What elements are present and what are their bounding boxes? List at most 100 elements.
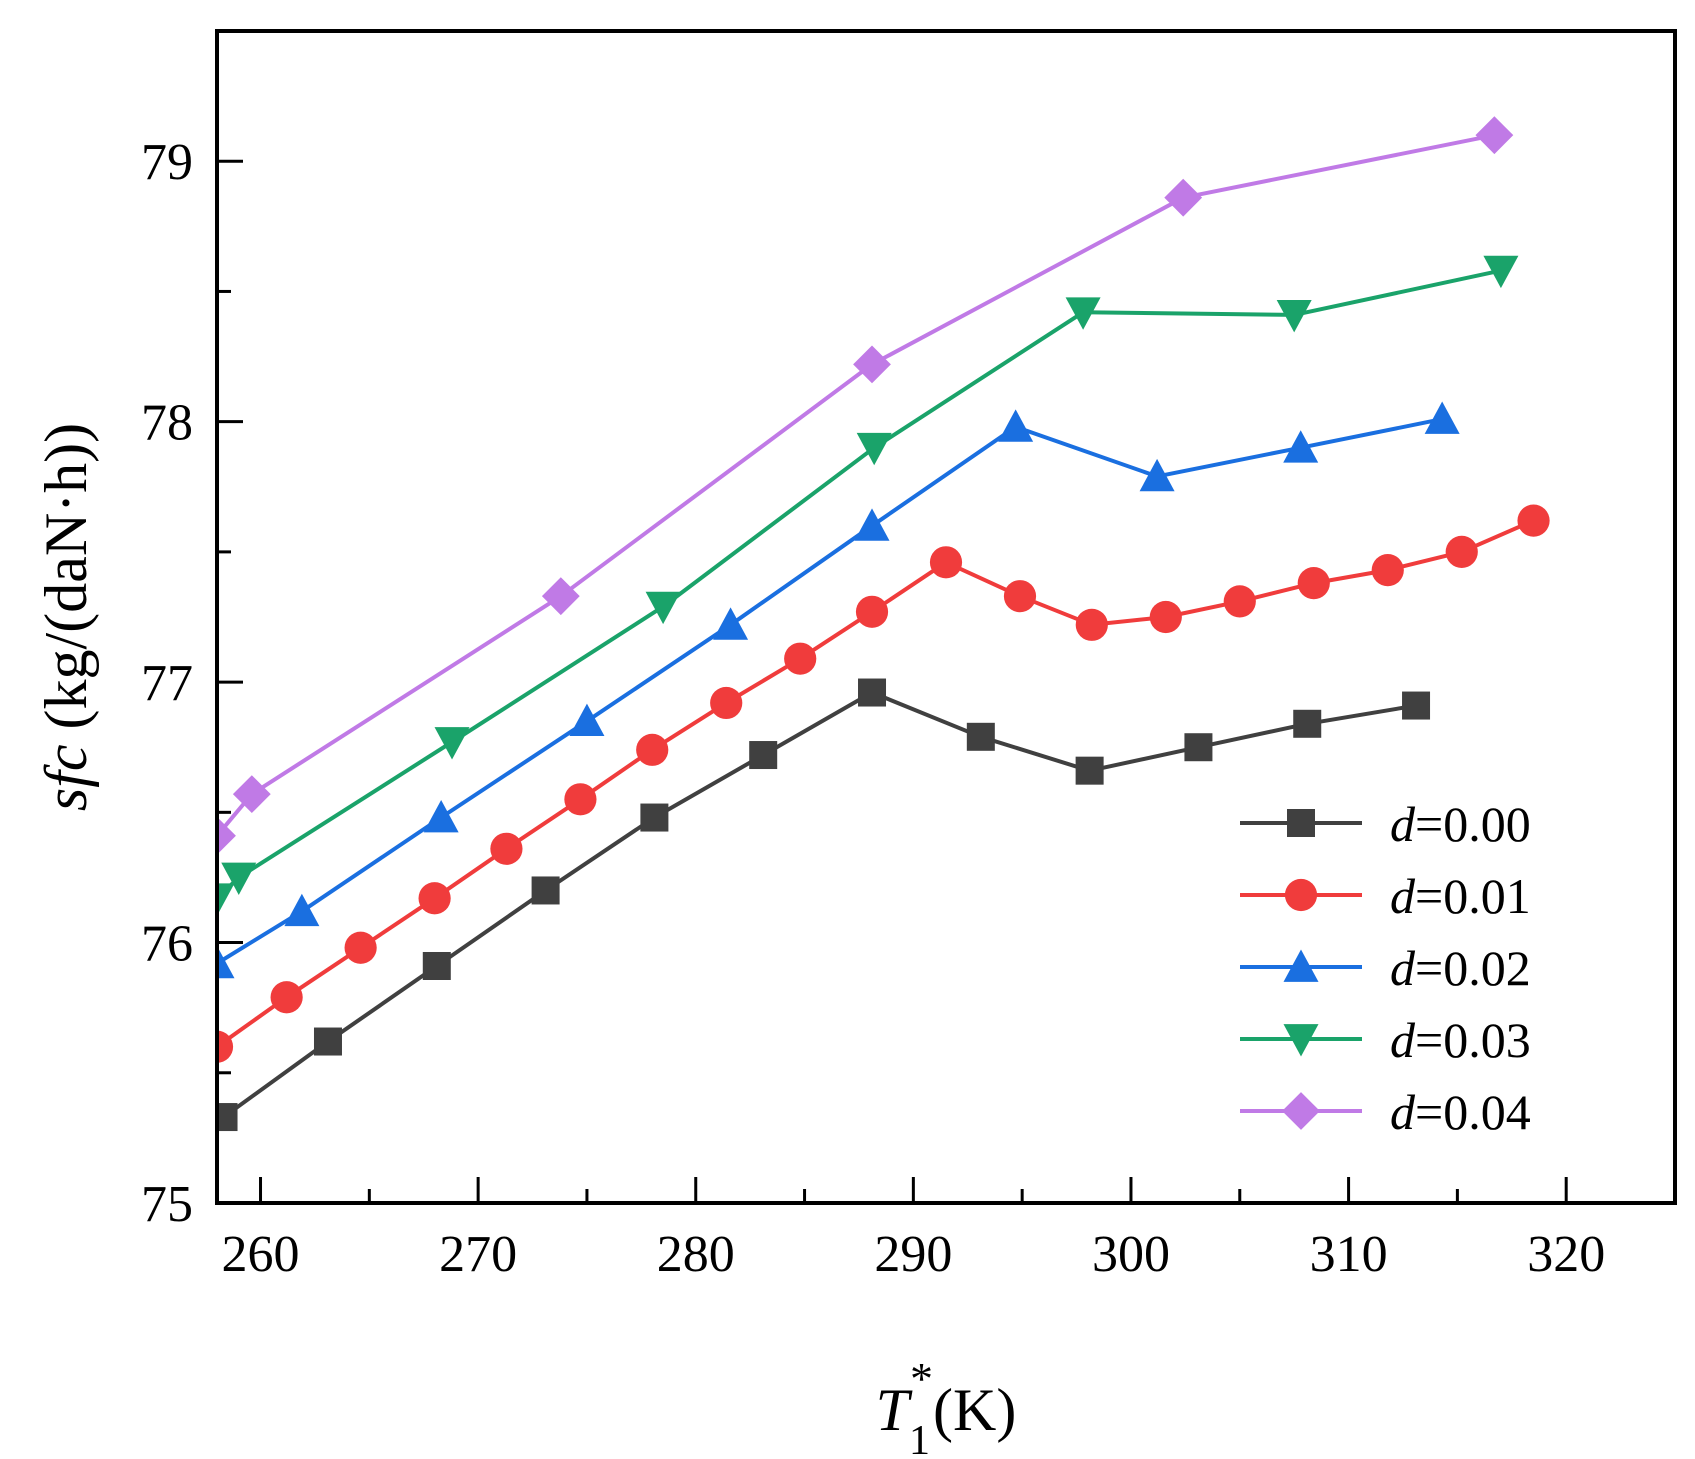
legend: d=0.00d=0.01d=0.02d=0.03d=0.04 bbox=[1240, 796, 1531, 1140]
series-4 bbox=[217, 116, 1514, 855]
data-point-0-2 bbox=[422, 951, 451, 980]
x-axis-symbol: T bbox=[876, 1377, 913, 1443]
legend-var-4: d bbox=[1390, 1084, 1416, 1140]
legend-label-1: d=0.01 bbox=[1390, 868, 1531, 924]
legend-value-4: =0.04 bbox=[1415, 1084, 1531, 1140]
data-point-4-3 bbox=[853, 345, 891, 384]
data-point-4-2 bbox=[541, 577, 580, 616]
legend-label-0: d=0.00 bbox=[1390, 796, 1531, 852]
data-point-1-5 bbox=[564, 783, 597, 816]
legend-value-3: =0.03 bbox=[1415, 1012, 1531, 1068]
data-point-2-2 bbox=[423, 800, 459, 833]
series-layer bbox=[217, 116, 1550, 1132]
data-point-1-2 bbox=[344, 931, 377, 964]
series-2 bbox=[217, 401, 1460, 979]
legend-marker-2 bbox=[1283, 949, 1319, 982]
data-point-3-2 bbox=[434, 727, 470, 760]
data-point-0-0 bbox=[217, 1103, 238, 1132]
data-point-2-8 bbox=[1283, 430, 1319, 463]
data-point-3-6 bbox=[1276, 300, 1312, 333]
data-point-1-7 bbox=[710, 686, 743, 720]
x-tick-label-3: 290 bbox=[874, 1226, 952, 1283]
data-point-1-15 bbox=[1297, 567, 1330, 600]
series-1 bbox=[217, 504, 1550, 1063]
data-point-3-3 bbox=[645, 591, 681, 625]
legend-entry-1: d=0.01 bbox=[1240, 868, 1531, 924]
data-point-1-8 bbox=[784, 642, 817, 675]
legend-marker-4 bbox=[1282, 1092, 1320, 1130]
y-tick-label-1: 76 bbox=[141, 916, 193, 973]
data-point-2-5 bbox=[854, 508, 890, 541]
x-tick-label-2: 280 bbox=[657, 1226, 735, 1283]
legend-entry-2: d=0.02 bbox=[1240, 940, 1531, 996]
legend-marker-1 bbox=[1284, 878, 1318, 912]
y-axis-symbol: sfc bbox=[33, 744, 99, 811]
legend-entry-3: d=0.03 bbox=[1240, 1012, 1531, 1068]
x-tick-label-0: 260 bbox=[222, 1226, 300, 1283]
data-point-4-0 bbox=[217, 816, 236, 855]
data-point-0-6 bbox=[858, 678, 887, 707]
legend-var-3: d bbox=[1390, 1012, 1416, 1068]
data-point-4-5 bbox=[1475, 116, 1514, 155]
data-point-1-1 bbox=[270, 981, 303, 1014]
legend-value-2: =0.02 bbox=[1415, 940, 1531, 996]
data-point-1-18 bbox=[1517, 504, 1550, 537]
legend-label-4: d=0.04 bbox=[1390, 1084, 1531, 1140]
series-line-2 bbox=[217, 417, 1443, 966]
series-3 bbox=[217, 255, 1519, 916]
axis-layer: 260 270 280 290 300 310 320 75 76 77 78 79 bbox=[141, 29, 1677, 1283]
legend-var-2: d bbox=[1390, 940, 1416, 996]
legend-label-2: d=0.02 bbox=[1390, 940, 1531, 996]
data-point-0-9 bbox=[1184, 733, 1213, 762]
data-point-3-5 bbox=[1065, 297, 1101, 330]
series-line-3 bbox=[217, 268, 1502, 900]
legend-entry-0: d=0.00 bbox=[1240, 796, 1531, 852]
series-0 bbox=[217, 678, 1431, 1132]
data-point-3-0 bbox=[217, 883, 235, 916]
data-point-2-3 bbox=[569, 703, 605, 737]
y-tick-label-0: 75 bbox=[141, 1176, 193, 1233]
legend-marker-0 bbox=[1287, 809, 1315, 837]
data-point-2-1 bbox=[284, 893, 320, 927]
data-point-1-3 bbox=[418, 882, 451, 915]
data-point-3-7 bbox=[1483, 255, 1519, 289]
y-tick-label-4: 79 bbox=[141, 134, 193, 191]
legend-label-3: d=0.03 bbox=[1390, 1012, 1531, 1068]
data-point-0-4 bbox=[640, 803, 669, 832]
data-point-1-9 bbox=[855, 595, 889, 628]
y-tick-label-2: 77 bbox=[141, 655, 193, 712]
data-point-2-6 bbox=[998, 409, 1034, 442]
x-axis-unit: (K) bbox=[933, 1377, 1016, 1443]
legend-marker-3 bbox=[1283, 1024, 1319, 1057]
y-tick-label-3: 78 bbox=[141, 395, 193, 452]
data-point-4-1 bbox=[232, 775, 271, 814]
x-axis-subscript: 1 bbox=[909, 1418, 930, 1459]
data-point-1-4 bbox=[490, 832, 523, 865]
x-tick-label-5: 310 bbox=[1310, 1226, 1388, 1283]
x-axis-superscript: * bbox=[910, 1353, 933, 1404]
data-point-2-4 bbox=[713, 607, 749, 640]
legend-entry-4: d=0.04 bbox=[1240, 1084, 1531, 1140]
data-point-1-16 bbox=[1371, 554, 1404, 587]
data-point-0-11 bbox=[1402, 691, 1431, 720]
x-tick-label-6: 320 bbox=[1527, 1226, 1605, 1283]
data-point-1-14 bbox=[1223, 585, 1256, 618]
x-tick-label-4: 300 bbox=[1092, 1226, 1170, 1283]
y-axis-title: sfc (kg/(daN·h)) bbox=[33, 423, 99, 811]
data-point-3-1 bbox=[221, 862, 257, 895]
data-point-2-7 bbox=[1139, 458, 1175, 492]
data-point-3-4 bbox=[856, 432, 892, 466]
data-point-0-5 bbox=[749, 741, 778, 770]
data-point-0-7 bbox=[966, 722, 995, 751]
data-point-0-8 bbox=[1075, 756, 1104, 785]
data-point-1-0 bbox=[217, 1030, 234, 1063]
data-point-1-11 bbox=[1003, 580, 1037, 613]
data-point-0-10 bbox=[1293, 709, 1322, 738]
plot-frame bbox=[215, 29, 1677, 1205]
data-point-2-9 bbox=[1424, 401, 1460, 434]
data-point-1-10 bbox=[929, 546, 963, 579]
data-point-1-6 bbox=[636, 733, 669, 766]
legend-value-1: =0.01 bbox=[1415, 868, 1531, 924]
